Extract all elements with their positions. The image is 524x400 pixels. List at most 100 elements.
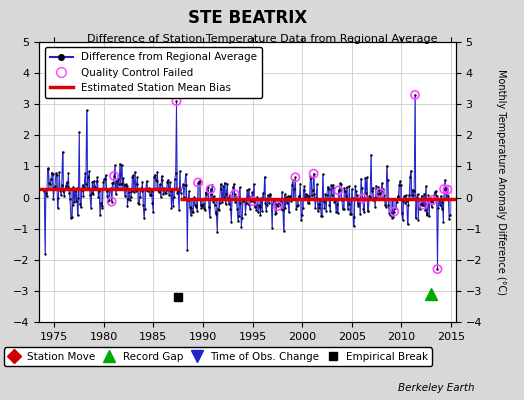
Point — [99, 178, 107, 185]
Point — [424, 192, 432, 198]
Point — [211, 202, 219, 208]
Point — [288, 182, 296, 188]
Point — [117, 162, 126, 168]
Point — [347, 186, 356, 192]
Point — [246, 194, 255, 200]
Point — [170, 194, 178, 200]
Point — [397, 182, 405, 188]
Point — [416, 206, 424, 212]
Point — [365, 193, 374, 199]
Point — [102, 172, 110, 178]
Point — [256, 212, 265, 218]
Point — [372, 183, 380, 189]
Point — [58, 182, 66, 188]
Point — [208, 182, 216, 188]
Point — [388, 196, 397, 202]
Point — [436, 193, 445, 199]
Point — [221, 201, 230, 208]
Point — [51, 183, 59, 189]
Point — [167, 205, 176, 211]
Point — [93, 174, 102, 181]
Point — [280, 191, 289, 198]
Point — [83, 185, 92, 191]
Point — [197, 204, 205, 211]
Point — [62, 179, 71, 185]
Point — [378, 180, 386, 186]
Point — [122, 181, 130, 187]
Point — [52, 170, 60, 176]
Point — [351, 183, 359, 189]
Point — [59, 188, 68, 194]
Point — [308, 192, 316, 198]
Point — [185, 188, 193, 194]
Point — [241, 211, 249, 217]
Point — [228, 195, 236, 201]
Point — [66, 196, 74, 202]
Point — [101, 176, 109, 182]
Point — [281, 204, 290, 211]
Point — [324, 185, 333, 192]
Point — [79, 193, 88, 200]
Point — [50, 185, 59, 192]
Point — [398, 216, 407, 223]
Point — [286, 193, 294, 199]
Point — [238, 215, 246, 221]
Point — [358, 195, 367, 202]
Point — [358, 184, 366, 191]
Point — [440, 186, 449, 192]
Point — [364, 208, 373, 214]
Point — [165, 192, 173, 198]
Point — [255, 202, 263, 208]
Point — [72, 198, 80, 204]
Point — [252, 207, 260, 213]
Point — [260, 174, 269, 180]
Point — [239, 198, 247, 204]
Point — [394, 194, 402, 200]
Point — [423, 210, 432, 216]
Point — [279, 228, 288, 234]
Point — [225, 201, 233, 207]
Point — [198, 202, 206, 209]
Point — [249, 198, 257, 204]
Point — [395, 181, 403, 188]
Point — [81, 170, 89, 176]
Point — [46, 181, 54, 187]
Point — [292, 206, 300, 212]
Point — [235, 213, 243, 220]
Point — [310, 191, 319, 198]
Point — [289, 196, 298, 202]
Text: Difference of Station Temperature Data from Regional Average: Difference of Station Temperature Data f… — [87, 34, 437, 44]
Point — [154, 186, 162, 193]
Point — [40, 188, 48, 194]
Point — [399, 198, 408, 204]
Point — [120, 182, 128, 188]
Point — [366, 194, 374, 200]
Point — [412, 195, 421, 201]
Point — [235, 184, 244, 191]
Point — [140, 206, 149, 212]
Point — [283, 193, 292, 200]
Point — [357, 176, 365, 182]
Point — [192, 202, 201, 208]
Point — [126, 197, 134, 203]
Point — [57, 192, 65, 198]
Point — [206, 186, 215, 192]
Point — [341, 188, 350, 194]
Point — [263, 202, 271, 208]
Point — [337, 197, 346, 204]
Point — [428, 197, 436, 203]
Y-axis label: Monthly Temperature Anomaly Difference (°C): Monthly Temperature Anomaly Difference (… — [496, 69, 506, 295]
Point — [179, 181, 187, 187]
Point — [212, 209, 221, 215]
Point — [132, 187, 140, 194]
Point — [207, 191, 215, 197]
Point — [446, 212, 454, 218]
Point — [368, 184, 377, 191]
Point — [303, 192, 311, 198]
Point — [151, 177, 160, 184]
Point — [103, 193, 112, 200]
Point — [425, 212, 433, 219]
Point — [326, 208, 334, 214]
Point — [163, 178, 171, 185]
Point — [383, 162, 391, 169]
